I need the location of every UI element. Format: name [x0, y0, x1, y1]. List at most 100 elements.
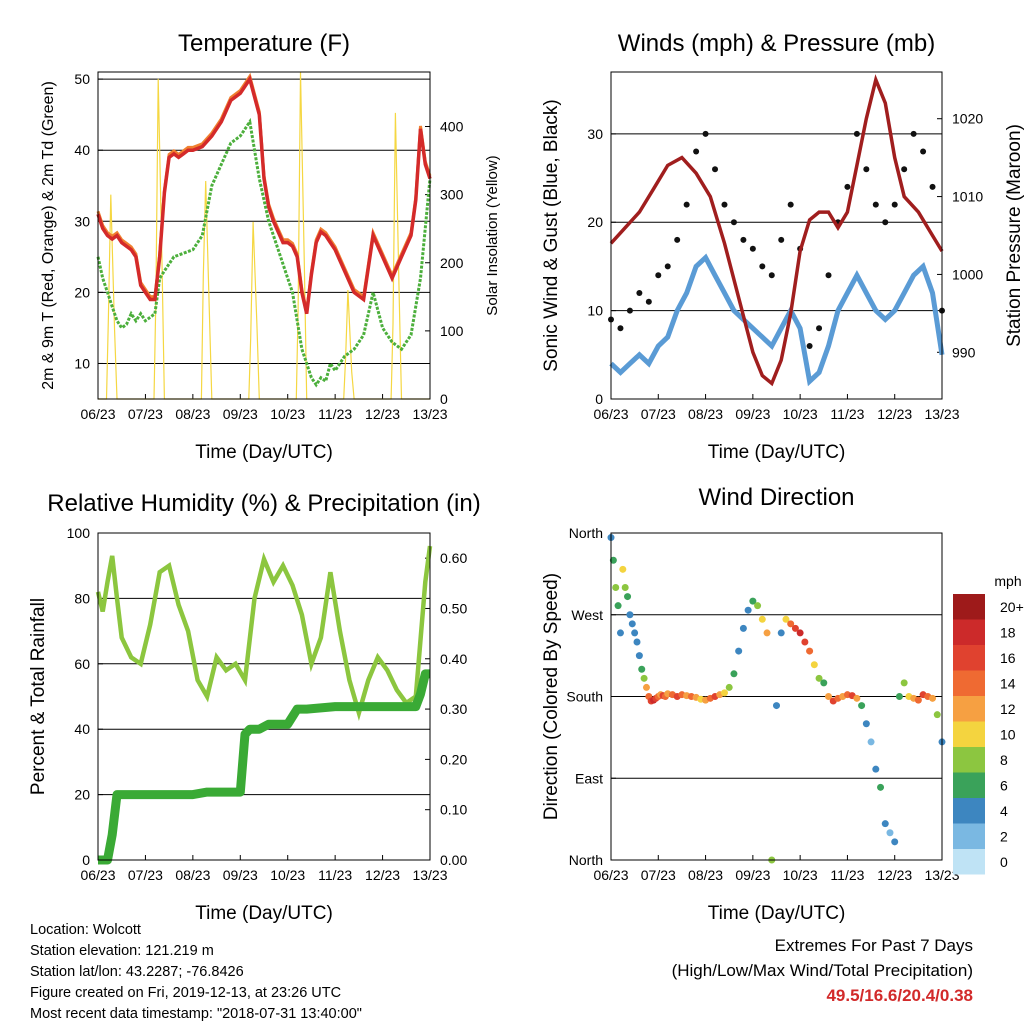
gust-point	[693, 148, 700, 155]
x-tick-label: 06/23	[593, 406, 628, 422]
gust-point	[778, 236, 785, 243]
gust-point	[816, 325, 823, 332]
wind-direction-point	[886, 829, 894, 837]
legend-swatch	[953, 772, 985, 798]
gust-point	[844, 183, 851, 190]
gust-point	[825, 272, 832, 279]
y-tick-label: 0	[595, 391, 603, 407]
x-tick-label: 11/23	[830, 867, 864, 883]
x-tick-label: 10/23	[270, 406, 305, 422]
gust-point	[768, 272, 775, 279]
chart-title: Temperature (F)	[178, 30, 350, 57]
wind-direction-point	[862, 720, 870, 728]
y-tick-label: 10	[74, 355, 90, 371]
precipitation-line	[98, 669, 430, 865]
y2-tick-label: 0	[440, 391, 448, 407]
legend-label: 2	[1000, 828, 1008, 844]
x-tick-label: 08/23	[688, 406, 723, 422]
plot-frame	[610, 71, 943, 400]
wind-direction-point	[635, 652, 643, 660]
wind-direction-point	[758, 615, 766, 623]
y2-tick-label: 0.50	[440, 600, 467, 616]
wind-direction-point	[929, 694, 937, 702]
y-tick-label: 80	[74, 590, 90, 606]
wind-direction-point	[777, 629, 785, 637]
y2-tick-label: 1010	[952, 189, 983, 205]
y-tick-label: 30	[74, 213, 90, 229]
x-tick-label: 10/23	[783, 867, 818, 883]
y2-tick-label: 400	[440, 119, 464, 135]
gust-point	[674, 236, 681, 243]
wind-direction-point	[810, 661, 818, 669]
x-tick-label: 07/23	[641, 867, 676, 883]
gust-point	[730, 219, 737, 226]
y2-tick-label: 1020	[952, 111, 983, 127]
y-tick-label: 40	[74, 142, 90, 158]
plot-frame	[610, 532, 943, 861]
x-tick-label: 11/23	[318, 406, 352, 422]
x-tick-label: 11/23	[830, 406, 864, 422]
legend-label: 12	[1000, 701, 1016, 717]
y2-axis-label: Station Pressure (Maroon)	[1004, 124, 1024, 347]
wind-direction-point	[877, 783, 885, 791]
wind-direction-point	[867, 738, 875, 746]
legend-swatch	[953, 849, 985, 875]
y2-tick-label: 300	[440, 187, 464, 203]
x-tick-label: 06/23	[80, 406, 115, 422]
wind-direction-point	[801, 638, 809, 646]
x-tick-label: 09/23	[223, 867, 258, 883]
x-tick-label: 09/23	[735, 867, 770, 883]
gust-point	[872, 201, 879, 208]
gust-point	[645, 298, 652, 305]
wind-direction-point	[900, 679, 908, 687]
gust-point	[929, 183, 936, 190]
wind-direction-point	[806, 647, 814, 655]
wind-direction-point	[815, 674, 823, 682]
wind-direction-point	[730, 670, 738, 678]
wind-direction-point	[739, 624, 747, 632]
wind-direction-point	[642, 683, 650, 691]
wind-direction-point	[853, 694, 861, 702]
elevation-text: Station elevation: 121.219 m	[30, 943, 214, 959]
y2-tick-label: 0.20	[440, 751, 467, 767]
gust-point	[901, 166, 908, 173]
legend-label: 10	[1000, 726, 1016, 742]
y2-tick-label: 1000	[952, 266, 983, 282]
y-tick-label: 0	[82, 852, 90, 868]
y-axis-label: Sonic Wind & Gust (Blue, Black)	[541, 99, 562, 371]
wind-direction-point	[825, 693, 833, 700]
x-tick-label: 07/23	[641, 406, 676, 422]
wind-direction-point	[763, 629, 771, 637]
legend-label: 16	[1000, 650, 1016, 666]
x-axis-label: Time (Day/UTC)	[195, 903, 333, 924]
legend-swatch	[953, 747, 985, 773]
gust-point	[617, 325, 624, 332]
x-tick-label: 11/23	[318, 867, 352, 883]
extremes-subtitle: (High/Low/Max Wind/Total Precipitation)	[671, 961, 973, 980]
wind-direction-point	[624, 593, 632, 601]
x-axis-label: Time (Day/UTC)	[708, 442, 846, 463]
legend-label: 6	[1000, 777, 1008, 793]
gust-point	[749, 245, 756, 252]
y-tick-label: 50	[74, 71, 90, 87]
wind-direction-point	[626, 611, 634, 619]
gust-point	[740, 236, 747, 243]
legend-swatch	[953, 619, 985, 645]
x-tick-label: 10/23	[783, 406, 818, 422]
wind-direction-point	[791, 624, 799, 632]
gust-point	[863, 166, 870, 173]
x-tick-label: 13/23	[412, 867, 447, 883]
gust-point	[759, 263, 766, 270]
x-axis-label: Time (Day/UTC)	[708, 903, 846, 924]
x-tick-label: 08/23	[175, 406, 210, 422]
legend-swatch	[953, 594, 985, 620]
y-axis-label: 2m & 9m T (Red, Orange) & 2m Td (Green)	[40, 81, 57, 390]
x-tick-label: 13/23	[924, 867, 959, 883]
wind-direction-point	[725, 683, 733, 691]
legend-swatch	[953, 823, 985, 849]
x-tick-label: 08/23	[688, 867, 723, 883]
legend-label: 4	[1000, 803, 1008, 819]
x-tick-label: 09/23	[735, 406, 770, 422]
gust-point	[787, 201, 794, 208]
